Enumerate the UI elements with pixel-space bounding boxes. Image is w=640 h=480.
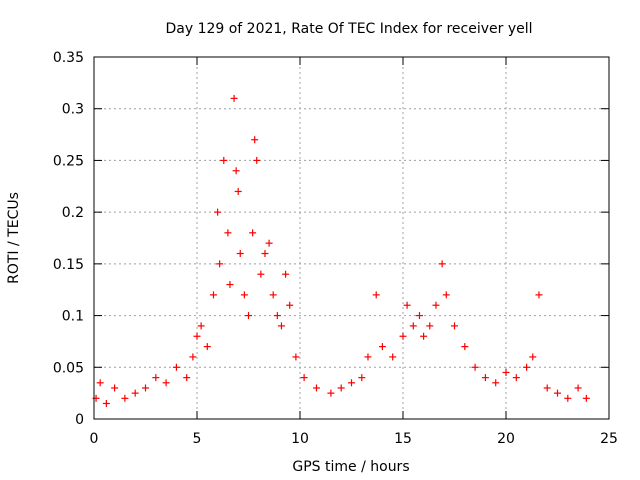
data-point — [162, 379, 170, 387]
plot-frame — [93, 56, 610, 420]
data-point — [249, 229, 257, 237]
data-point — [220, 156, 228, 164]
x-tick-label: 0 — [90, 431, 99, 447]
data-point — [142, 384, 149, 392]
y-tick-label: 0.3 — [62, 102, 84, 118]
data-point — [253, 156, 261, 164]
data-point — [389, 353, 397, 361]
data-point — [512, 374, 520, 382]
data-point — [214, 208, 222, 216]
data-point — [426, 322, 434, 330]
data-point — [358, 374, 366, 382]
x-tick-label: 10 — [291, 431, 309, 447]
chart-title: Day 129 of 2021, Rate Of TEC Index for r… — [165, 21, 532, 37]
y-tick-label: 0.35 — [53, 50, 84, 66]
data-point — [209, 291, 217, 299]
data-point — [543, 384, 551, 392]
data-point — [265, 239, 273, 247]
x-axis-label: GPS time / hours — [292, 459, 409, 475]
x-tick-label: 25 — [600, 431, 618, 447]
data-point — [364, 353, 372, 361]
data-point — [245, 312, 252, 320]
x-tick-label: 15 — [394, 431, 412, 447]
data-point — [372, 291, 380, 299]
data-point — [172, 363, 180, 371]
data-point — [257, 270, 265, 278]
data-point — [348, 379, 355, 387]
y-tick-label: 0 — [75, 412, 84, 428]
data-point — [251, 136, 259, 144]
data-point — [442, 291, 450, 299]
data-point — [409, 322, 417, 330]
y-tick-label: 0.05 — [53, 360, 84, 376]
data-point — [282, 270, 290, 278]
data-point — [121, 394, 129, 402]
data-point — [230, 94, 238, 102]
data-point — [403, 301, 411, 309]
data-point — [96, 379, 104, 387]
data-point — [502, 368, 510, 376]
x-tick-label: 20 — [497, 431, 515, 447]
data-point — [193, 332, 201, 340]
data-point — [564, 394, 572, 402]
x-tick-label: 5 — [193, 431, 202, 447]
data-point — [535, 291, 543, 299]
data-point — [432, 301, 440, 309]
data-point — [461, 343, 469, 351]
data-point — [529, 353, 537, 361]
y-axis-label: ROTI / TECUs — [6, 192, 22, 284]
data-point — [216, 260, 224, 268]
data-point — [269, 291, 277, 299]
y-tick-label: 0.15 — [53, 257, 84, 273]
y-tick-label: 0.1 — [62, 309, 84, 325]
grid-lines — [94, 57, 609, 419]
data-point — [286, 301, 294, 309]
data-point — [111, 384, 119, 392]
data-point — [492, 379, 500, 387]
data-point — [273, 312, 281, 320]
data-point — [131, 389, 139, 397]
data-point — [234, 187, 242, 195]
data-point — [152, 374, 160, 382]
data-point — [183, 374, 191, 382]
data-point — [574, 384, 582, 392]
data-point — [277, 322, 285, 330]
data-point — [197, 322, 205, 330]
data-point — [232, 167, 240, 175]
data-point — [327, 389, 335, 397]
y-tick-label: 0.2 — [62, 205, 84, 221]
data-point — [189, 353, 197, 361]
data-point — [240, 291, 248, 299]
data-point — [236, 250, 244, 258]
data-point — [203, 343, 211, 351]
data-point — [337, 384, 345, 392]
data-point — [420, 332, 428, 340]
data-point — [300, 374, 308, 382]
data-point — [261, 250, 269, 258]
data-point — [481, 374, 489, 382]
data-point — [523, 363, 531, 371]
data-point — [438, 260, 446, 268]
data-point — [312, 384, 320, 392]
data-point — [102, 399, 110, 407]
data-point — [451, 322, 458, 330]
data-point — [378, 343, 386, 351]
data-point — [399, 332, 407, 340]
data-point — [292, 353, 300, 361]
data-point — [471, 363, 479, 371]
data-points — [92, 94, 590, 407]
data-point — [582, 394, 590, 402]
y-tick-label: 0.25 — [53, 153, 84, 169]
data-point — [554, 389, 561, 397]
data-point — [415, 312, 423, 320]
axis-ticks: 0 0.05 0.1 0.15 0.2 0.25 0.3 0.35 0 5 10 15 20 25 — [53, 50, 618, 447]
data-point — [224, 229, 232, 237]
data-point — [226, 281, 234, 289]
